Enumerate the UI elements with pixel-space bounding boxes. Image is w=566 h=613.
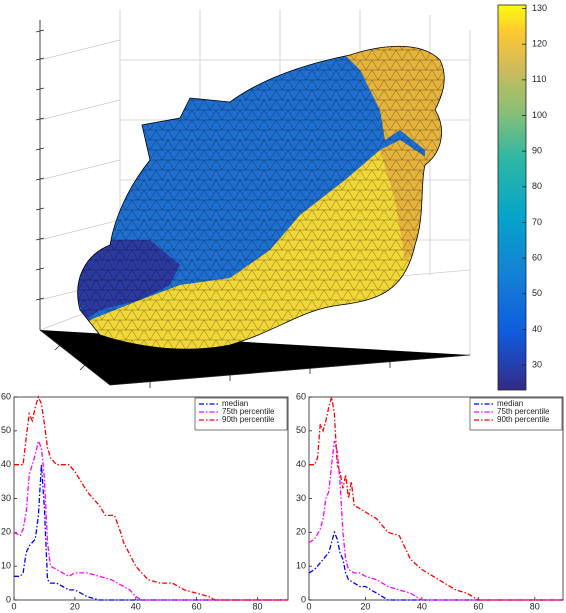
- x-tick-label: 20: [70, 601, 80, 611]
- y-tick-label: 50: [296, 425, 306, 435]
- x-tick-label: 60: [473, 601, 483, 611]
- y-tick-label: 0: [6, 594, 11, 604]
- colorbar-tick-label: 60: [532, 252, 542, 262]
- y-tick-label: 10: [1, 561, 11, 571]
- colorbar-tick-label: 70: [532, 217, 542, 227]
- y-tick-label: 10: [296, 561, 306, 571]
- colorbar-tick-label: 130: [532, 3, 547, 13]
- legend-label: 90th percentile: [222, 415, 275, 424]
- x-tick-label: 40: [131, 601, 141, 611]
- y-tick-label: 0: [301, 594, 306, 604]
- mesh-surface: [60, 30, 470, 370]
- colorbar-tick-label: 120: [532, 39, 547, 49]
- y-tick-label: 30: [296, 493, 306, 503]
- y-tick-label: 50: [1, 425, 11, 435]
- legend-label: 90th percentile: [497, 415, 550, 424]
- colorbar-tick-label: 50: [532, 288, 542, 298]
- x-tick-label: 0: [11, 601, 16, 611]
- y-tick-label: 60: [1, 391, 11, 401]
- colorbar: [498, 5, 526, 390]
- colorbar-tick-label: 110: [532, 74, 546, 84]
- x-tick-label: 60: [192, 601, 202, 611]
- x-tick-label: 80: [253, 601, 263, 611]
- figure: 3040506070809010011012013001020304050600…: [0, 0, 566, 613]
- y-tick-label: 20: [1, 527, 11, 537]
- x-tick-label: 40: [417, 601, 427, 611]
- colorbar-tick-label: 100: [532, 110, 547, 120]
- colorbar-tick-label: 80: [532, 181, 542, 191]
- colorbar-tick-label: 90: [532, 146, 542, 156]
- y-tick-label: 20: [296, 527, 306, 537]
- y-tick-label: 30: [1, 493, 11, 503]
- y-tick-label: 60: [296, 391, 306, 401]
- x-tick-label: 20: [360, 601, 370, 611]
- x-tick-label: 0: [306, 601, 311, 611]
- x-tick-label: 80: [530, 601, 540, 611]
- colorbar-tick-label: 30: [532, 359, 542, 369]
- y-tick-label: 40: [296, 459, 306, 469]
- colorbar-tick-label: 40: [532, 324, 542, 334]
- y-tick-label: 40: [1, 459, 11, 469]
